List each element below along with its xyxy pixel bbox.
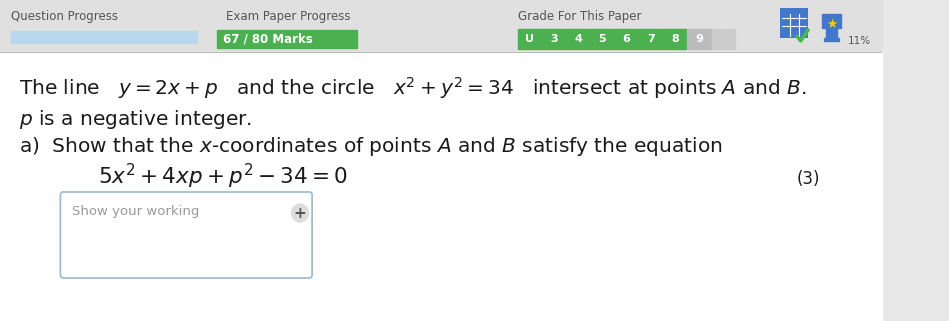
Bar	[543, 29, 566, 49]
Bar	[0, 52, 882, 321]
Text: $5x^2 + 4xp + p^2 - 34 = 0$: $5x^2 + 4xp + p^2 - 34 = 0$	[98, 162, 347, 191]
Bar	[518, 29, 542, 49]
Bar	[712, 29, 735, 49]
Bar	[11, 31, 197, 43]
Text: 67 / 80 Marks: 67 / 80 Marks	[223, 32, 312, 46]
Text: ★: ★	[826, 18, 837, 30]
Bar	[663, 29, 686, 49]
Bar	[824, 38, 839, 41]
Bar	[615, 29, 638, 49]
Text: $p$ is a negative integer.: $p$ is a negative integer.	[19, 108, 251, 131]
Text: Show your working: Show your working	[72, 205, 200, 218]
Text: 5: 5	[599, 34, 606, 44]
Text: The line   $y = 2x + p$   and the circle   $x^2 + y^2 = 34$   intersect at point: The line $y = 2x + p$ and the circle $x^…	[19, 75, 806, 101]
Bar	[591, 29, 614, 49]
Bar	[217, 30, 357, 48]
Text: (3): (3)	[796, 170, 820, 188]
Text: 3: 3	[550, 34, 558, 44]
Bar	[687, 29, 711, 49]
Text: 6: 6	[623, 34, 630, 44]
Text: U: U	[526, 34, 534, 44]
Text: 7: 7	[647, 34, 655, 44]
Text: Question Progress: Question Progress	[11, 10, 118, 23]
Text: 4: 4	[574, 34, 582, 44]
Text: 8: 8	[671, 34, 679, 44]
Bar	[826, 34, 837, 38]
FancyBboxPatch shape	[61, 192, 312, 278]
Text: +: +	[293, 205, 307, 221]
Text: a)  Show that the $x$-coordinates of points $A$ and $B$ satisfy the equation: a) Show that the $x$-coordinates of poin…	[19, 135, 722, 158]
Bar	[780, 8, 809, 38]
Text: 9: 9	[695, 34, 703, 44]
Bar	[567, 29, 590, 49]
Text: Grade For This Paper: Grade For This Paper	[518, 10, 642, 23]
Text: Exam Paper Progress: Exam Paper Progress	[226, 10, 350, 23]
Polygon shape	[822, 14, 841, 34]
Bar	[639, 29, 662, 49]
Circle shape	[291, 204, 308, 222]
Text: 11%: 11%	[848, 36, 871, 46]
Bar	[0, 0, 882, 52]
